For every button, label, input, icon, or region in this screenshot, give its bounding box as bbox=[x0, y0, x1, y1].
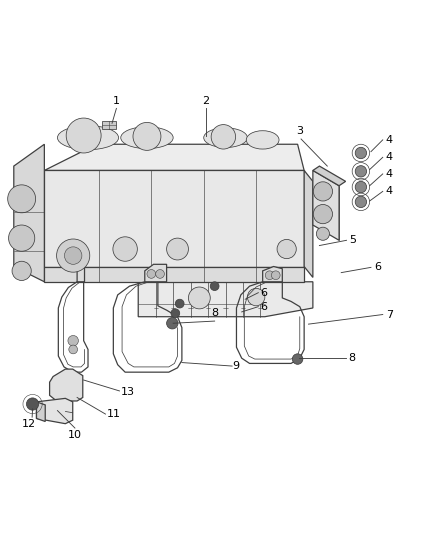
Circle shape bbox=[113, 237, 138, 261]
Text: 6: 6 bbox=[261, 302, 268, 312]
Circle shape bbox=[355, 196, 367, 207]
Circle shape bbox=[166, 318, 178, 329]
Polygon shape bbox=[145, 264, 166, 282]
Ellipse shape bbox=[121, 127, 173, 149]
Ellipse shape bbox=[204, 128, 247, 148]
Circle shape bbox=[355, 181, 367, 193]
Text: 3: 3 bbox=[296, 126, 303, 136]
Circle shape bbox=[313, 182, 332, 201]
Text: 8: 8 bbox=[348, 353, 355, 363]
Ellipse shape bbox=[57, 126, 119, 150]
Circle shape bbox=[210, 282, 219, 290]
Circle shape bbox=[355, 147, 367, 159]
Polygon shape bbox=[36, 398, 73, 424]
Circle shape bbox=[64, 247, 82, 264]
Polygon shape bbox=[138, 282, 313, 317]
Circle shape bbox=[69, 345, 78, 354]
Polygon shape bbox=[36, 402, 45, 422]
Circle shape bbox=[313, 205, 332, 224]
Polygon shape bbox=[263, 266, 283, 282]
Text: 4: 4 bbox=[386, 152, 393, 163]
Circle shape bbox=[355, 166, 367, 177]
Text: 4: 4 bbox=[386, 135, 393, 145]
Polygon shape bbox=[49, 369, 83, 401]
Text: 5: 5 bbox=[349, 235, 356, 245]
Circle shape bbox=[188, 287, 210, 309]
Circle shape bbox=[292, 354, 303, 364]
Polygon shape bbox=[44, 171, 304, 266]
Circle shape bbox=[57, 239, 90, 272]
Circle shape bbox=[66, 118, 101, 153]
Polygon shape bbox=[304, 171, 313, 277]
Circle shape bbox=[133, 123, 161, 150]
Text: 9: 9 bbox=[232, 361, 239, 371]
FancyBboxPatch shape bbox=[102, 121, 116, 129]
Circle shape bbox=[272, 271, 280, 280]
Circle shape bbox=[277, 239, 296, 259]
Polygon shape bbox=[14, 144, 44, 282]
Circle shape bbox=[211, 125, 236, 149]
Text: 10: 10 bbox=[68, 430, 82, 440]
Text: 8: 8 bbox=[211, 308, 218, 318]
Polygon shape bbox=[313, 171, 339, 240]
Polygon shape bbox=[44, 266, 304, 282]
Circle shape bbox=[12, 261, 31, 280]
Circle shape bbox=[316, 227, 329, 240]
Circle shape bbox=[9, 225, 35, 251]
Text: 1: 1 bbox=[113, 96, 120, 106]
Circle shape bbox=[175, 299, 184, 308]
Circle shape bbox=[166, 238, 188, 260]
Circle shape bbox=[26, 398, 39, 410]
Circle shape bbox=[8, 185, 35, 213]
Ellipse shape bbox=[246, 131, 279, 149]
Polygon shape bbox=[44, 144, 304, 171]
Text: 4: 4 bbox=[386, 169, 393, 179]
Text: 6: 6 bbox=[374, 262, 381, 272]
Circle shape bbox=[155, 270, 164, 278]
Text: 11: 11 bbox=[107, 409, 121, 419]
Circle shape bbox=[171, 309, 180, 318]
Text: 13: 13 bbox=[121, 387, 135, 397]
Polygon shape bbox=[77, 266, 85, 282]
Text: 4: 4 bbox=[386, 187, 393, 196]
Polygon shape bbox=[313, 166, 346, 185]
Text: 2: 2 bbox=[202, 96, 209, 106]
Text: 7: 7 bbox=[386, 310, 393, 319]
Text: 6: 6 bbox=[261, 288, 268, 298]
Circle shape bbox=[147, 270, 155, 278]
Circle shape bbox=[247, 288, 265, 306]
Circle shape bbox=[265, 271, 274, 280]
Text: 12: 12 bbox=[22, 419, 36, 429]
Circle shape bbox=[68, 335, 78, 346]
